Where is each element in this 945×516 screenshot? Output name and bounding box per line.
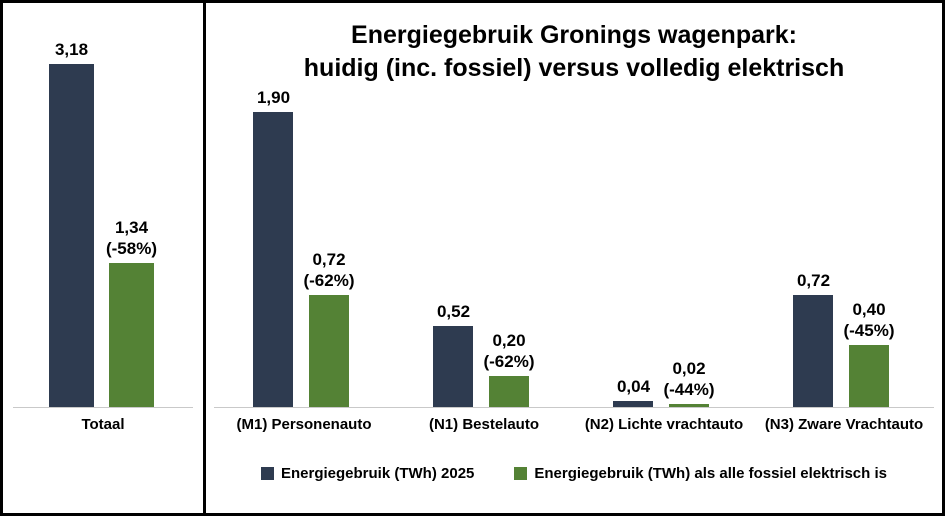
bar: [108, 263, 154, 407]
legend-swatch-current-icon: [261, 467, 274, 480]
legend-label-electric: Energiegebruik (TWh) als alle fossiel el…: [534, 465, 887, 482]
bar-column: 0,40 (-45%): [843, 299, 895, 407]
totaal-category-row: Totaal: [13, 416, 193, 433]
bar-column: 0,72: [793, 270, 834, 407]
bar-value-label: 0,40 (-45%): [843, 299, 895, 340]
bar-group: 1,90 0,72 (-62%): [214, 3, 394, 407]
legend-swatch-electric-icon: [514, 467, 528, 480]
bar: [613, 401, 654, 407]
bar-value-label: 0,20 (-62%): [483, 330, 535, 371]
bar: [488, 376, 529, 407]
bar-value-label: 1,90: [256, 87, 291, 107]
bar-group: 0,72 0,40 (-45%): [754, 3, 934, 407]
category-label: Totaal: [81, 416, 125, 433]
bar-column: 0,20 (-62%): [483, 330, 535, 407]
categories-panel: Energiegebruik Gronings wagenpark: huidi…: [206, 3, 942, 513]
bar-column: 0,02 (-44%): [663, 358, 715, 407]
category-label: (N3) Zware Vrachtauto: [764, 416, 924, 433]
bar: [253, 112, 294, 407]
chart-title: Energiegebruik Gronings wagenpark: huidi…: [206, 19, 942, 84]
bar: [433, 326, 474, 407]
bar: [48, 64, 94, 407]
bar: [668, 404, 709, 407]
bar-value-label: 3,18: [54, 39, 89, 59]
bar-group: 0,04 0,02 (-44%): [574, 3, 754, 407]
bar-value-label: 0,72 (-62%): [303, 249, 355, 290]
category-label: (M1) Personenauto: [236, 416, 372, 433]
bar-column: 3,18: [48, 39, 94, 407]
totaal-panel: 3,18 1,34 (-58%) Totaal: [3, 3, 206, 513]
bar-value-label: 0,02 (-44%): [663, 358, 715, 399]
bar-value-label: 0,72: [796, 270, 831, 290]
bar-group: 3,18 1,34 (-58%): [48, 3, 157, 407]
categories-plot-area: 1,90 0,72 (-62%) 0,52 0,20 (-62%) 0,04 0,02 (-44…: [214, 3, 934, 408]
legend-label-current: Energiegebruik (TWh) 2025: [281, 465, 475, 482]
bar-value-label: 1,34 (-58%): [105, 217, 157, 258]
bar: [308, 295, 349, 407]
category-label: (N2) Lichte vrachtauto: [584, 416, 744, 433]
bar: [848, 345, 889, 407]
totaal-plot-area: 3,18 1,34 (-58%): [13, 3, 193, 408]
legend: Energiegebruik (TWh) 2025 Energiegebruik…: [206, 465, 942, 482]
bar-column: 0,04: [613, 376, 654, 407]
bar-column: 0,52: [433, 301, 474, 407]
bar-value-label: 0,04: [616, 376, 651, 396]
legend-item-current: Energiegebruik (TWh) 2025: [261, 465, 474, 482]
category-label: (N1) Bestelauto: [428, 416, 540, 433]
bar-group: 0,52 0,20 (-62%): [394, 3, 574, 407]
bar-column: 1,90: [253, 87, 294, 407]
bar: [793, 295, 834, 407]
chart-title-line1: Energiegebruik Gronings wagenpark:: [351, 21, 797, 49]
chart-title-line2: huidig (inc. fossiel) versus volledig el…: [303, 53, 845, 82]
bar-value-label: 0,52: [436, 301, 471, 321]
bar-column: 1,34 (-58%): [105, 217, 157, 407]
bar-column: 0,72 (-62%): [303, 249, 355, 407]
legend-item-electric: Energiegebruik (TWh) als alle fossiel el…: [514, 465, 887, 482]
categories-category-row: (M1) Personenauto (N1) Bestelauto (N2) Lic…: [214, 416, 934, 433]
